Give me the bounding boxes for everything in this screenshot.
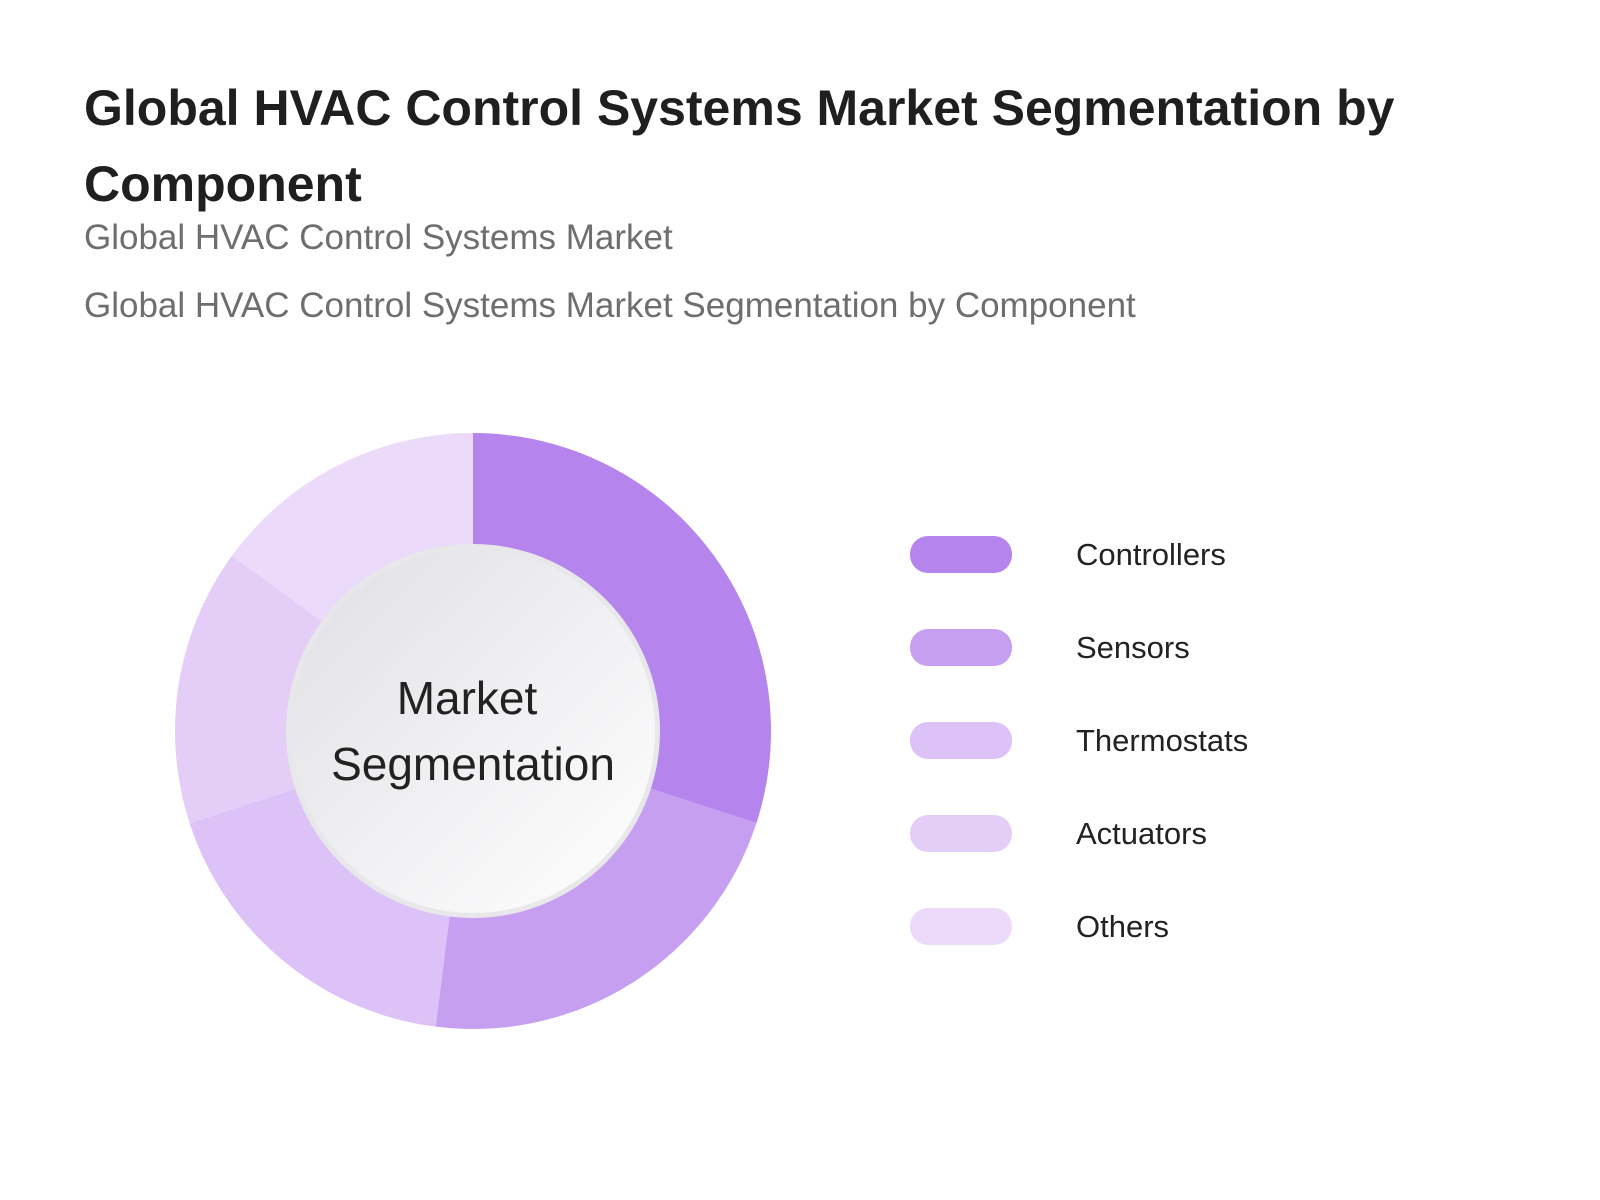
donut-chart: Market Segmentation [175,433,771,1029]
legend-swatch [910,629,1012,666]
legend-swatch [910,815,1012,852]
slice-actuators [175,555,324,824]
legend-label: Others [1076,908,1170,944]
legend: Controllers Sensors Thermostats Actuators Ot… [910,536,1248,1001]
legend-item-thermostats: Thermostats [910,722,1248,759]
legend-item-controllers: Controllers [910,536,1248,573]
chart-description: Global HVAC Control Systems Market Segme… [84,286,1136,325]
legend-item-others: Others [910,908,1248,945]
center-label-line2: Segmentation [331,738,615,790]
legend-item-actuators: Actuators [910,815,1248,852]
center-label-line1: Market [397,672,538,724]
center-disc [291,549,655,913]
legend-swatch [910,722,1012,759]
slice-thermostats [189,788,450,1027]
legend-swatch [910,536,1012,573]
legend-label: Thermostats [1076,722,1249,758]
slice-sensors [435,788,757,1029]
legend-label: Controllers [1076,536,1226,572]
legend-label: Actuators [1076,815,1207,851]
legend-swatch [910,908,1012,945]
chart-subtitle: Global HVAC Control Systems Market [84,218,673,257]
chart-title: Global HVAC Control Systems Market Segme… [84,80,1395,212]
slice-others [231,433,473,623]
slice-controllers [473,433,771,824]
legend-item-sensors: Sensors [910,629,1248,666]
legend-label: Sensors [1076,629,1190,665]
